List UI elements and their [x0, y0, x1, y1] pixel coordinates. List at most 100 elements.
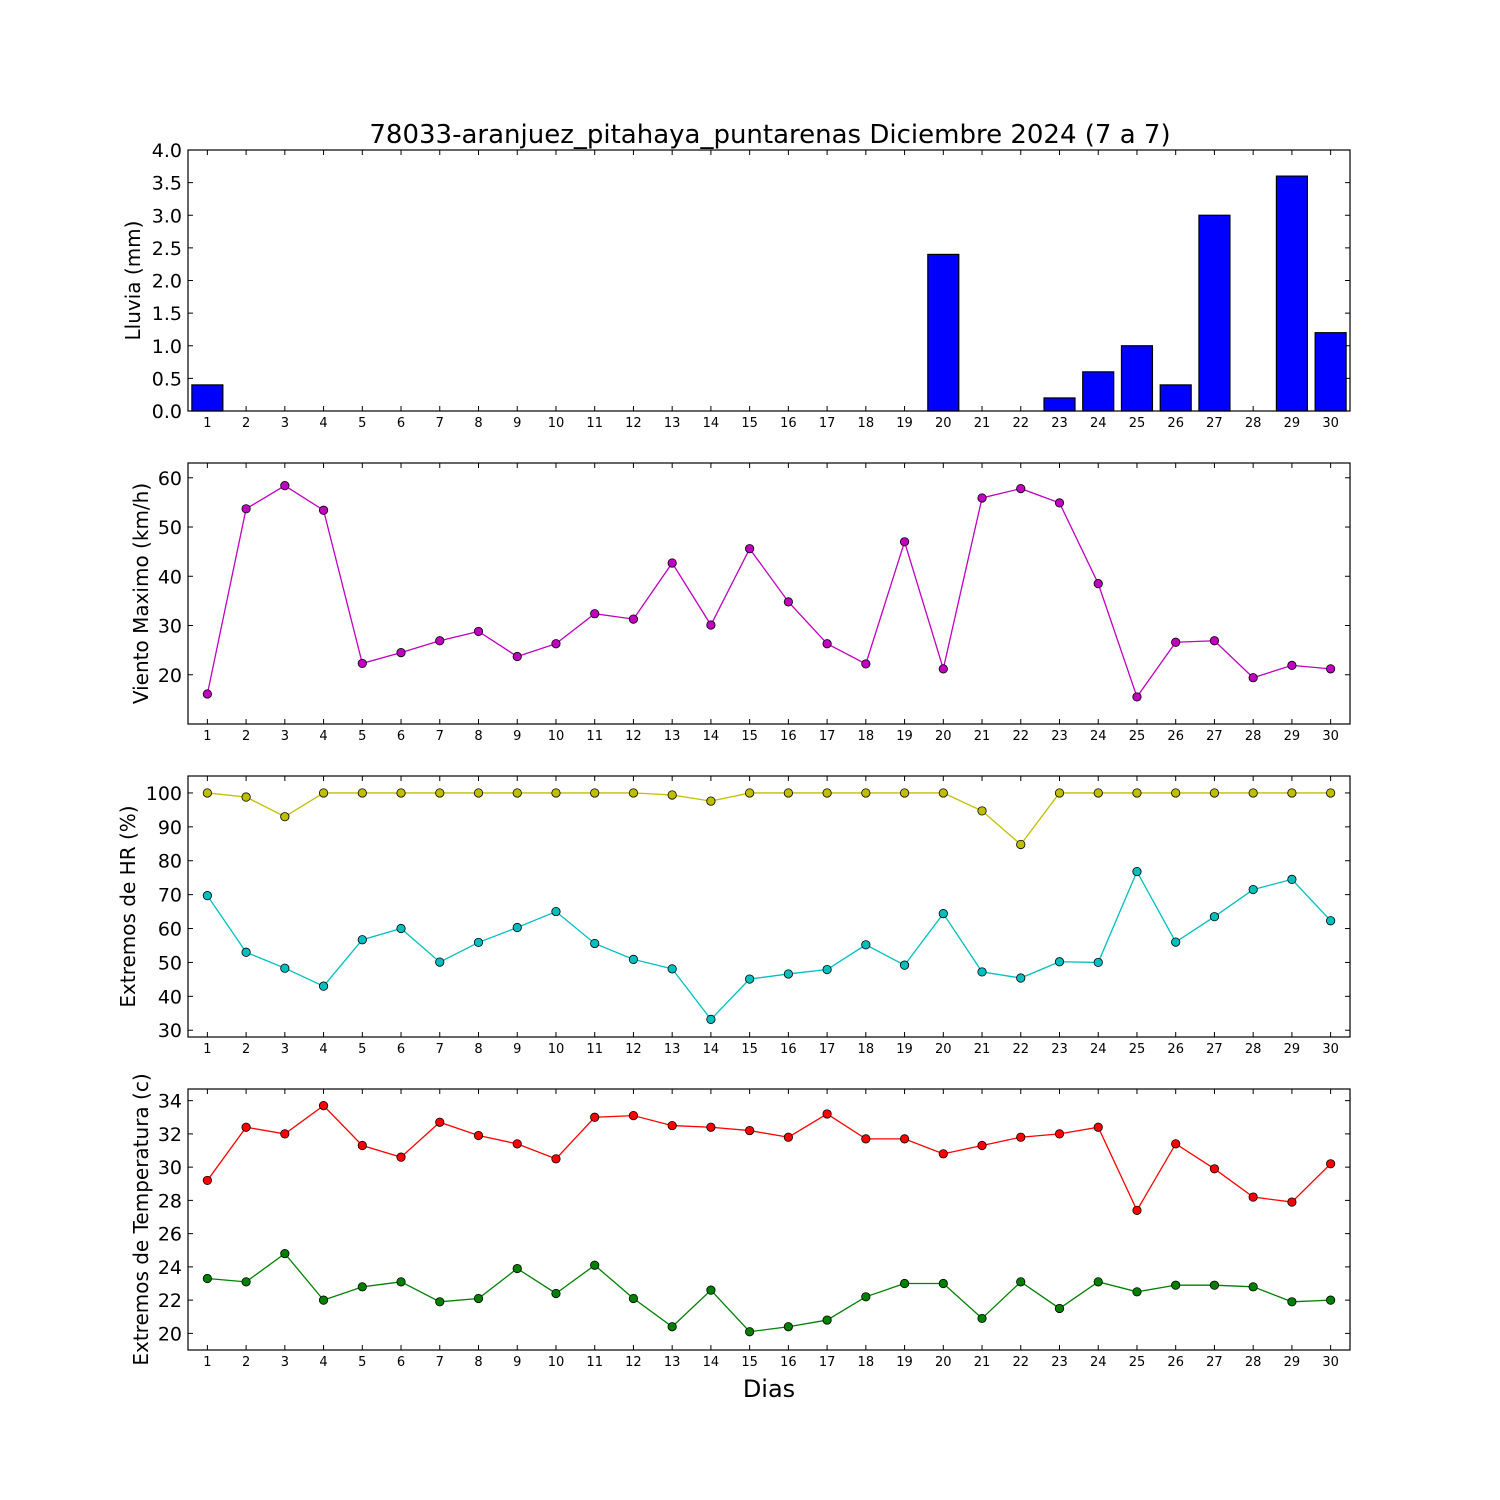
temperature-point [590, 1260, 600, 1270]
wind-point [1287, 660, 1297, 670]
temperature-xtick-label: 30 [1322, 1355, 1339, 1370]
wind-ytick-label: 60 [158, 468, 182, 490]
humidity-point [977, 967, 987, 977]
rain-ytick-label: 1.0 [152, 336, 182, 358]
wind-xtick-label: 18 [858, 729, 875, 744]
temperature-point [473, 1130, 484, 1141]
humidity-point [1171, 937, 1181, 947]
wind-point [745, 544, 755, 554]
humidity-xtick-label: 16 [780, 1042, 797, 1057]
humidity-point [977, 806, 987, 816]
wind-xtick-label: 21 [974, 729, 991, 744]
temperature-point [667, 1120, 677, 1131]
temperature-xtick-label: 13 [664, 1355, 681, 1370]
temperature-xtick-label: 26 [1167, 1355, 1184, 1370]
humidity-point [318, 788, 329, 798]
humidity-point [1326, 916, 1336, 926]
temperature-point [318, 1101, 329, 1111]
wind-point [861, 659, 871, 669]
rain-ytick-label: 3.0 [152, 205, 182, 227]
wind-point [280, 481, 290, 491]
humidity-point [1326, 788, 1336, 798]
humidity-ytick-label: 30 [158, 1020, 182, 1042]
temperature-point [628, 1110, 639, 1121]
rain-xtick-label: 4 [319, 416, 327, 431]
wind-ytick-label: 20 [158, 665, 182, 687]
temperature-xtick-label: 27 [1206, 1355, 1223, 1370]
temperature-point [473, 1293, 484, 1304]
rain-bar [1159, 384, 1192, 412]
wind-xtick-label: 9 [513, 729, 521, 744]
humidity-point [357, 788, 367, 798]
humidity-series-line-0 [207, 792, 1331, 846]
wind-xtick-label: 29 [1284, 729, 1301, 744]
humidity-point [1287, 788, 1297, 798]
temperature-point [1016, 1277, 1026, 1287]
wind-point [357, 658, 367, 669]
temperature-point [1248, 1192, 1258, 1202]
wind-xtick-label: 10 [548, 729, 565, 744]
humidity-series-line-1 [206, 870, 1332, 1021]
humidity-xtick-label: 1 [203, 1042, 211, 1057]
humidity-xtick-label: 18 [858, 1042, 875, 1057]
temperature-point [280, 1129, 290, 1139]
humidity-xtick-label: 19 [896, 1042, 913, 1057]
temperature-point [512, 1263, 522, 1274]
wind-xtick-label: 17 [819, 729, 836, 744]
humidity-point [1209, 912, 1220, 922]
humidity-point [1287, 874, 1297, 884]
temperature-ytick-label: 32 [158, 1124, 182, 1146]
rain-ytick-label: 0.5 [152, 368, 182, 390]
temperature-point [318, 1295, 329, 1305]
temperature-point [706, 1122, 716, 1132]
humidity-point [1171, 788, 1181, 798]
wind-xtick-label: 5 [358, 729, 366, 744]
wind-xtick-label: 25 [1129, 729, 1146, 744]
temperature-point [822, 1109, 832, 1119]
wind-point [977, 493, 987, 503]
temperature-point [1248, 1282, 1258, 1292]
wind-xtick-label: 27 [1206, 729, 1223, 744]
humidity-point [1209, 788, 1220, 798]
x-axis-label: Dias [743, 1375, 795, 1403]
wind-xtick-label: 19 [896, 729, 913, 744]
temperature-point [783, 1322, 793, 1332]
humidity-point [861, 940, 871, 950]
humidity-point [473, 788, 484, 798]
humidity-point [512, 788, 522, 798]
temperature-xtick-label: 10 [548, 1355, 565, 1370]
temperature-point [822, 1315, 832, 1325]
humidity-point [202, 788, 212, 798]
wind-point [318, 505, 329, 515]
humidity-xtick-label: 28 [1245, 1042, 1262, 1057]
wind-point [822, 639, 832, 649]
temperature-point [396, 1152, 406, 1162]
rain-xtick-label: 25 [1129, 416, 1146, 431]
humidity-point [318, 981, 329, 991]
temperature-xtick-label: 6 [397, 1355, 405, 1370]
rain-ytick-label: 4.0 [152, 140, 182, 162]
humidity-point [1248, 884, 1258, 895]
rain-bar [1275, 175, 1308, 412]
humidity-xtick-label: 23 [1051, 1042, 1068, 1057]
temperature-xtick-label: 24 [1090, 1355, 1107, 1370]
temperature-point [938, 1149, 948, 1159]
wind-xtick-label: 30 [1322, 729, 1339, 744]
temperature-point [1171, 1280, 1181, 1290]
temperature-xtick-label: 25 [1129, 1355, 1146, 1370]
wind-y-axis-label: Viento Maximo (km/h) [129, 483, 153, 704]
rain-xtick-label: 2 [242, 416, 250, 431]
chart-title: 78033-aranjuez_pitahaya_puntarenas Dicie… [369, 120, 1170, 150]
temperature-point [1326, 1159, 1336, 1169]
humidity-point [861, 788, 871, 798]
temperature-xtick-label: 21 [974, 1355, 991, 1370]
rain-xtick-label: 22 [1012, 416, 1029, 431]
humidity-ytick-label: 60 [158, 919, 182, 941]
wind-xtick-label: 12 [625, 729, 642, 744]
rain-xtick-label: 29 [1284, 416, 1301, 431]
temperature-point [1093, 1277, 1103, 1287]
rain-ytick-label: 2.0 [152, 271, 182, 293]
temperature-point [1054, 1303, 1065, 1314]
temperature-xtick-label: 11 [586, 1355, 603, 1370]
